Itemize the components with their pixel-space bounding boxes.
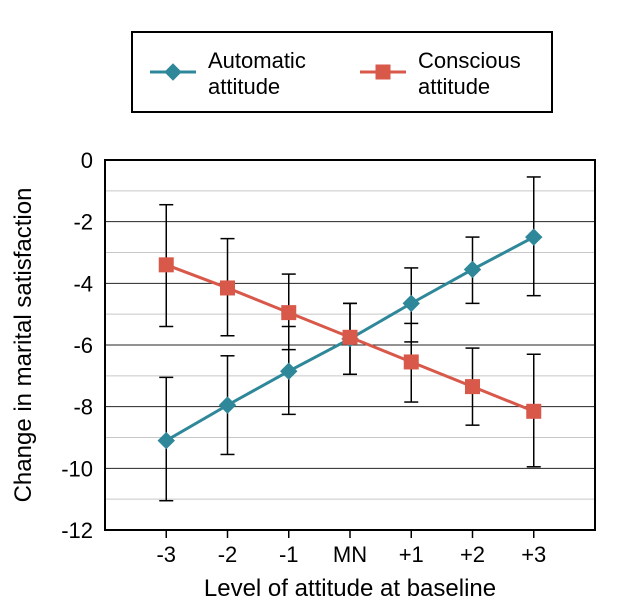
chart-svg: 0 -2 -4 -6 -8 -10 -12 -3 -2 -1 MN +1 +2 +3 Level of at… [0,0,640,601]
y-tick-label: -6 [73,333,93,358]
legend-label: Conscious [418,48,521,73]
y-axis-title: Change in marital satisfaction [10,188,37,503]
x-tick-label: +3 [521,542,546,567]
x-tick-label: MN [333,542,367,567]
y-tick-label: -4 [73,271,93,296]
y-tick-label: -10 [61,456,93,481]
x-tick-label: -3 [156,542,176,567]
x-tick-label: +2 [460,542,485,567]
y-tick-label: -12 [61,518,93,543]
y-tick-label: -8 [73,395,93,420]
y-tick-label: -2 [73,210,93,235]
chart-container: 0 -2 -4 -6 -8 -10 -12 -3 -2 -1 MN +1 +2 +3 Level of at… [0,0,640,601]
legend-label: Automatic [208,48,306,73]
x-tick-label: -1 [279,542,299,567]
legend-label: attitude [418,74,490,99]
x-axis-title: Level of attitude at baseline [204,575,496,601]
legend-label: attitude [208,74,280,99]
y-tick-label: 0 [81,148,93,173]
x-tick-label: +1 [399,542,424,567]
x-tick-label: -2 [218,542,238,567]
